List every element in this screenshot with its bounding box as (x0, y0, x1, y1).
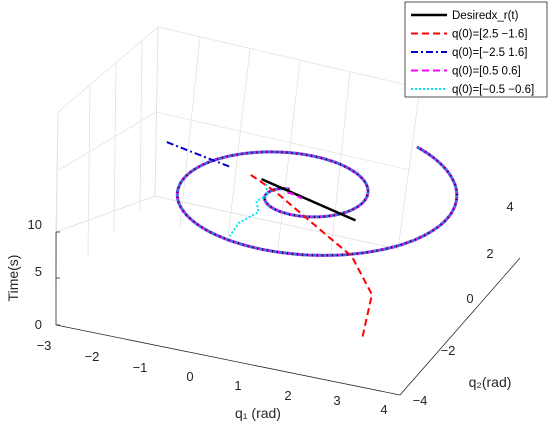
x-tick-label: 2 (284, 388, 291, 403)
legend-entry: q(0)=[−0.5 −0.6] (452, 84, 534, 96)
spiral-line (175, 145, 459, 257)
y-tick-label: 0 (466, 291, 473, 306)
x-tick-label: −2 (85, 349, 100, 364)
x-tick-label: 4 (380, 402, 387, 417)
grid-lines (55, 26, 421, 283)
legend: Desiredx_r(t) q(0)=[2.5 −1.6] q(0)=[−2.5 1… (404, 1, 548, 98)
legend-entry: q(0)=[0.5 0.6] (452, 66, 521, 78)
series-line-2 (164, 140, 230, 168)
z-axis: 10 5 0 Time(s) (5, 217, 60, 332)
series-line-3 (287, 191, 303, 200)
series-line-4 (228, 183, 269, 237)
x-tick-label: 3 (333, 393, 340, 408)
y-tick-label: −4 (413, 393, 428, 408)
x-tick-label: −3 (37, 338, 52, 353)
spiral-trajectory (175, 145, 459, 257)
series-line-1 (250, 174, 373, 340)
legend-entry: Desiredx_r(t) (452, 10, 519, 22)
axes-edges (55, 232, 521, 396)
x-tick-label: 1 (234, 378, 241, 393)
z-tick-label: 0 (35, 317, 42, 332)
series-line-0 (260, 177, 357, 222)
z-axis-label: Time(s) (5, 255, 21, 302)
x-axis-label: q₁ (rad) (235, 405, 281, 421)
series-lines (164, 140, 373, 340)
legend-entry: q(0)=[2.5 −1.6] (452, 29, 527, 41)
x-tick-label: 0 (186, 369, 193, 384)
y-tick-label: −2 (441, 343, 456, 358)
y-tick-label: 4 (506, 199, 513, 214)
z-tick-label: 5 (35, 264, 42, 279)
x-tick-label: −1 (133, 360, 148, 375)
y-axis-label: q₂(rad) (469, 374, 512, 390)
x-axis: −3 −2 −1 0 1 2 3 4 q₁ (rad) (37, 338, 388, 421)
y-axis: −4 −2 0 2 4 q₂(rad) (413, 199, 514, 408)
legend-entry: q(0)=[−2.5 1.6] (452, 47, 527, 59)
y-tick-label: 2 (486, 246, 493, 261)
z-tick-label: 10 (28, 217, 42, 232)
